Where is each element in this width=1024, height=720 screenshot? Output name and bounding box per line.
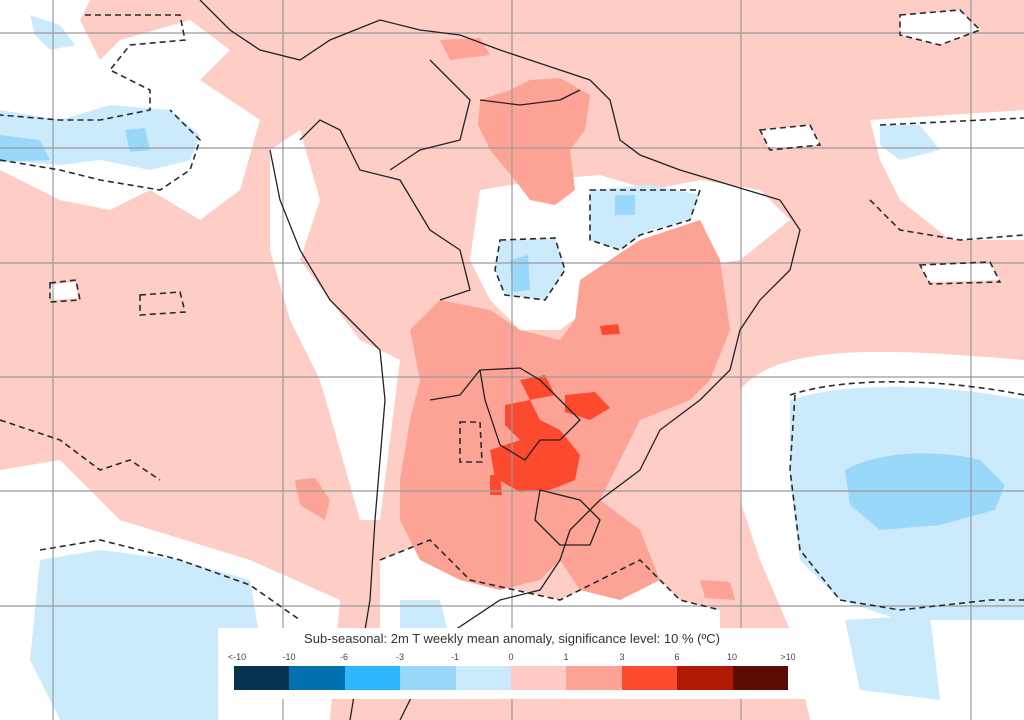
tick-label: <-10 xyxy=(227,652,247,662)
tick-label: -10 xyxy=(282,652,296,662)
tick-label: >10 xyxy=(780,652,796,662)
tick-label: 3 xyxy=(619,652,625,662)
colorbar xyxy=(234,666,789,690)
legend-title: Sub-seasonal: 2m T weekly mean anomaly, … xyxy=(304,631,720,646)
tick-label: -6 xyxy=(339,652,349,662)
colorbar-bin xyxy=(732,666,789,690)
colorbar-bin xyxy=(400,666,456,690)
tick-label: -3 xyxy=(395,652,405,662)
significance-contours xyxy=(0,9,1024,621)
colorbar-bin xyxy=(344,666,401,690)
colorbar-bin xyxy=(455,666,512,690)
colorbar-bin xyxy=(234,666,290,690)
tick-label: 0 xyxy=(508,652,514,662)
colorbar-bin xyxy=(621,666,678,690)
colorbar-bin xyxy=(677,666,733,690)
tick-label: -1 xyxy=(450,652,460,662)
colorbar-legend: Sub-seasonal: 2m T weekly mean anomaly, … xyxy=(218,628,806,699)
colorbar-bin xyxy=(289,666,345,690)
colorbar-bin xyxy=(566,666,622,690)
tick-label: 6 xyxy=(674,652,680,662)
tick-label: 1 xyxy=(563,652,569,662)
colorbar-bin xyxy=(511,666,567,690)
tick-label: 10 xyxy=(726,652,738,662)
coastlines-borders xyxy=(199,0,801,720)
